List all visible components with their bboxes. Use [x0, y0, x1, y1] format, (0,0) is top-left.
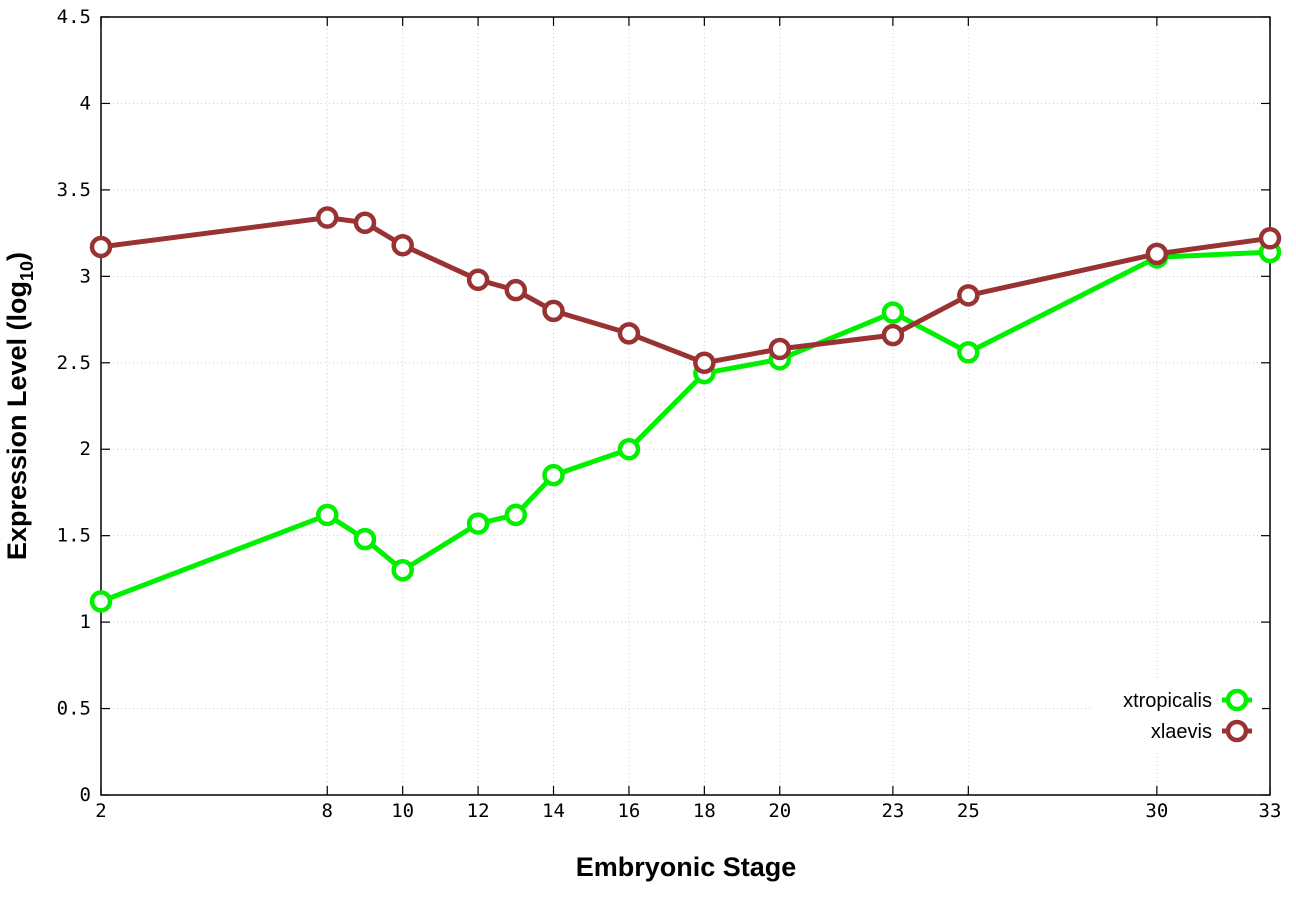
y-axis-title: Expression Level (log10) — [2, 252, 37, 560]
series-line-xtropicalis — [100, 249, 1271, 604]
y-axis-title-main: Expression Level (log — [2, 281, 32, 560]
legend-swatch-marker — [1225, 719, 1249, 743]
x-tick-label: 2 — [95, 800, 106, 822]
y-tick-label: 0.5 — [57, 698, 91, 720]
data-point-xtropicalis — [466, 512, 490, 535]
x-tick-label: 10 — [391, 800, 414, 822]
x-tick-label: 30 — [1145, 800, 1168, 822]
axis-ticks: 0 0.5 1 1.5 2 2.5 3 3.5 4 4.5 2 8 10 12 14 16 18 20 23 25 30… — [57, 6, 1282, 822]
data-point-xtropicalis — [617, 437, 641, 461]
legend-item-xlaevis: xlaevis — [1151, 719, 1252, 743]
data-point-xlaevis — [1145, 242, 1169, 266]
plot-frame — [100, 16, 1271, 796]
data-point-xtropicalis — [542, 463, 565, 487]
legend-item-xtropicalis: xtropicalis — [1123, 688, 1252, 712]
data-point-xlaevis — [1258, 227, 1282, 250]
y-tick-label: 4.5 — [57, 6, 91, 28]
data-point-xlaevis — [353, 211, 377, 234]
x-tick-label: 18 — [693, 800, 716, 822]
data-point-xtropicalis — [316, 503, 339, 527]
x-axis-title: Embryonic Stage — [576, 852, 797, 882]
data-point-xlaevis — [542, 299, 565, 323]
data-point-xlaevis — [466, 268, 490, 292]
x-tick-label: 23 — [881, 800, 904, 822]
x-tick-label: 12 — [467, 800, 490, 822]
data-point-xlaevis — [504, 278, 528, 302]
legend-label: xlaevis — [1151, 721, 1212, 743]
data-point-xlaevis — [693, 351, 716, 375]
data-point-xlaevis — [316, 206, 339, 229]
x-tick-label: 8 — [322, 800, 333, 822]
data-point-xlaevis — [89, 235, 113, 259]
y-tick-label: 0 — [80, 784, 91, 806]
data-point-xlaevis — [881, 323, 905, 347]
y-axis-title-suffix: ) — [2, 252, 32, 261]
y-tick-label: 3 — [80, 265, 91, 287]
x-tick-label: 33 — [1259, 800, 1282, 822]
x-tick-label: 20 — [768, 800, 791, 822]
y-tick-label: 1.5 — [57, 525, 91, 547]
legend: xtropicalis xlaevis — [1090, 680, 1262, 750]
grid — [101, 17, 1270, 795]
data-point-xtropicalis — [504, 503, 528, 527]
y-tick-label: 4 — [80, 92, 91, 114]
y-tick-label: 1 — [80, 611, 91, 633]
x-tick-label: 14 — [542, 800, 565, 822]
data-point-xtropicalis — [391, 558, 414, 582]
series-group — [89, 206, 1282, 613]
x-tick-label: 25 — [957, 800, 980, 822]
legend-swatch-marker — [1225, 688, 1249, 712]
y-tick-label: 2.5 — [57, 352, 91, 374]
series-xlaevis — [89, 206, 1282, 375]
series-xtropicalis — [89, 240, 1282, 613]
data-point-xtropicalis — [957, 341, 980, 364]
y-tick-label: 2 — [80, 438, 91, 460]
data-point-xtropicalis — [89, 590, 113, 613]
data-point-xtropicalis — [881, 301, 905, 324]
y-tick-label: 3.5 — [57, 179, 91, 201]
data-point-xlaevis — [957, 284, 980, 307]
data-point-xlaevis — [391, 233, 414, 257]
data-point-xlaevis — [617, 322, 641, 345]
y-axis-title-subscript: 10 — [17, 261, 37, 281]
legend-label: xtropicalis — [1123, 690, 1212, 712]
data-point-xlaevis — [768, 337, 792, 361]
x-tick-label: 16 — [617, 800, 640, 822]
data-point-xtropicalis — [353, 527, 377, 551]
